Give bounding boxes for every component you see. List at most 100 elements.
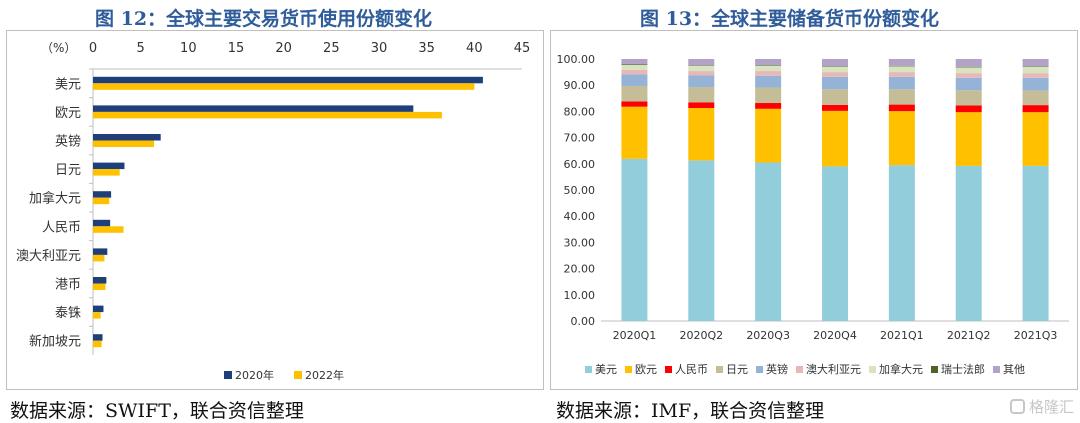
stack-segment-日元 xyxy=(955,90,982,106)
y-category-label: 日元 xyxy=(55,163,81,178)
stack-segment-加拿大元 xyxy=(1022,66,1049,74)
legend-swatch xyxy=(931,366,938,373)
chart-title-left: 图 12：全球主要交易货币使用份额变化 xyxy=(95,8,433,30)
bar-2022 xyxy=(93,312,101,319)
stack-segment-美元 xyxy=(955,165,982,321)
watermark-text: 格隆汇 xyxy=(1028,398,1074,416)
x-tick-label: 45 xyxy=(514,41,531,56)
legend-label: 其他 xyxy=(1003,363,1025,376)
stack-segment-加拿大元 xyxy=(955,67,982,74)
bar-2020 xyxy=(93,105,414,112)
stack-segment-其他 xyxy=(955,59,982,67)
legend-label: 日元 xyxy=(726,363,748,376)
stack-segment-人民币 xyxy=(822,104,848,111)
stack-segment-瑞士法郎 xyxy=(888,65,915,67)
bar-2020 xyxy=(93,334,103,341)
legend-swatch xyxy=(756,366,763,373)
bar-2022 xyxy=(93,283,106,290)
x-tick-label: 10 xyxy=(180,41,197,56)
x-tick-label: 40 xyxy=(466,41,483,56)
legend-label: 英镑 xyxy=(766,362,788,376)
x-tick-label: 20 xyxy=(275,41,292,56)
stack-segment-澳大利亚元 xyxy=(621,70,648,75)
chart-panel-right: 0.00 10.00 20.00 30.00 40.00 50.00 60.00 70.00 8… xyxy=(550,30,1078,390)
stack-segment-英镑 xyxy=(955,77,982,91)
stack-segment-英镑 xyxy=(888,76,915,90)
y-category-label: 欧元 xyxy=(55,106,81,121)
stack-segment-美元 xyxy=(688,160,715,321)
stack-segment-美元 xyxy=(755,162,782,321)
stack-segment-瑞士法郎 xyxy=(755,65,782,66)
stack-segment-澳大利亚元 xyxy=(755,71,782,76)
legend-label: 加拿大元 xyxy=(879,362,923,376)
legend-swatch xyxy=(224,371,232,379)
y-tick-label: 70.00 xyxy=(564,132,596,145)
stack-segment-其他 xyxy=(888,59,915,66)
bar-2022 xyxy=(93,340,102,348)
watermark: 格隆汇 xyxy=(1009,396,1074,417)
stack-segment-欧元 xyxy=(1022,112,1049,166)
stack-segment-日元 xyxy=(755,87,782,104)
bar-2022 xyxy=(93,254,105,262)
stack-segment-美元 xyxy=(621,158,648,321)
stack-segment-英镑 xyxy=(621,74,648,86)
stack-segment-日元 xyxy=(621,85,648,102)
y-category-label: 泰铢 xyxy=(55,305,81,321)
bar-2022 xyxy=(93,111,442,119)
stack-segment-美元 xyxy=(822,166,848,321)
y-tick-label: 50.00 xyxy=(564,184,596,197)
x-category-label: 2021Q1 xyxy=(880,329,924,342)
legend-label: 澳大利亚元 xyxy=(806,362,861,376)
stack-segment-欧元 xyxy=(621,106,648,159)
y-tick-label: 60.00 xyxy=(564,158,596,171)
stack-segment-英镑 xyxy=(822,76,848,90)
x-tick-label: 15 xyxy=(228,41,245,56)
y-category-label: 英镑 xyxy=(55,134,81,150)
legend-label: 2022年 xyxy=(305,368,344,382)
y-category-label: 加拿大元 xyxy=(29,191,81,207)
stack-segment-其他 xyxy=(822,59,848,67)
stack-segment-人民币 xyxy=(621,101,648,107)
stack-segment-欧元 xyxy=(688,107,715,161)
stack-segment-日元 xyxy=(822,89,848,105)
y-category-label: 美元 xyxy=(55,77,81,92)
reserve-currency-chart: 0.00 10.00 20.00 30.00 40.00 50.00 60.00 70.00 8… xyxy=(557,53,1069,376)
stack-segment-欧元 xyxy=(822,110,848,167)
stack-segment-加拿大元 xyxy=(755,65,782,72)
watermark-logo-icon xyxy=(1009,399,1025,414)
stack-segment-其他 xyxy=(688,59,715,66)
x-tick-label: 25 xyxy=(323,41,340,56)
bar-2020 xyxy=(93,305,104,313)
bar-2020 xyxy=(93,134,161,141)
bar-2020 xyxy=(93,219,111,227)
y-tick-label: 80.00 xyxy=(564,105,596,118)
bar-2020 xyxy=(93,162,125,170)
stack-segment-加拿大元 xyxy=(888,66,915,73)
stack-segment-澳大利亚元 xyxy=(822,72,848,77)
stack-segment-瑞士法郎 xyxy=(955,66,982,68)
stack-segment-人民币 xyxy=(888,104,915,112)
stack-segment-人民币 xyxy=(955,105,982,113)
bar-2022 xyxy=(93,226,124,233)
bar-2022 xyxy=(93,197,110,205)
x-category-label: 2020Q3 xyxy=(746,329,790,342)
stack-segment-欧元 xyxy=(888,111,915,166)
source-note-left: 数据来源：SWIFT，联合资信整理 xyxy=(10,400,304,422)
stack-segment-欧元 xyxy=(955,112,982,166)
y-tick-label: 90.00 xyxy=(564,79,596,92)
legend-label: 欧元 xyxy=(635,363,657,376)
legend-swatch xyxy=(585,366,592,373)
x-tick-label: 0 xyxy=(89,41,97,56)
stack-segment-其他 xyxy=(621,59,648,65)
legend-swatch xyxy=(869,366,876,373)
legend-swatch xyxy=(993,366,1000,373)
bar-2020 xyxy=(93,248,108,255)
legend-label: 美元 xyxy=(595,363,617,376)
unit-label: （%） xyxy=(41,41,76,55)
bar-2022 xyxy=(93,169,120,176)
stack-segment-其他 xyxy=(755,59,782,66)
y-category-label: 新加坡元 xyxy=(29,334,81,350)
y-tick-label: 30.00 xyxy=(564,236,596,249)
x-category-label: 2020Q2 xyxy=(679,329,723,342)
x-category-label: 2021Q2 xyxy=(947,329,991,342)
